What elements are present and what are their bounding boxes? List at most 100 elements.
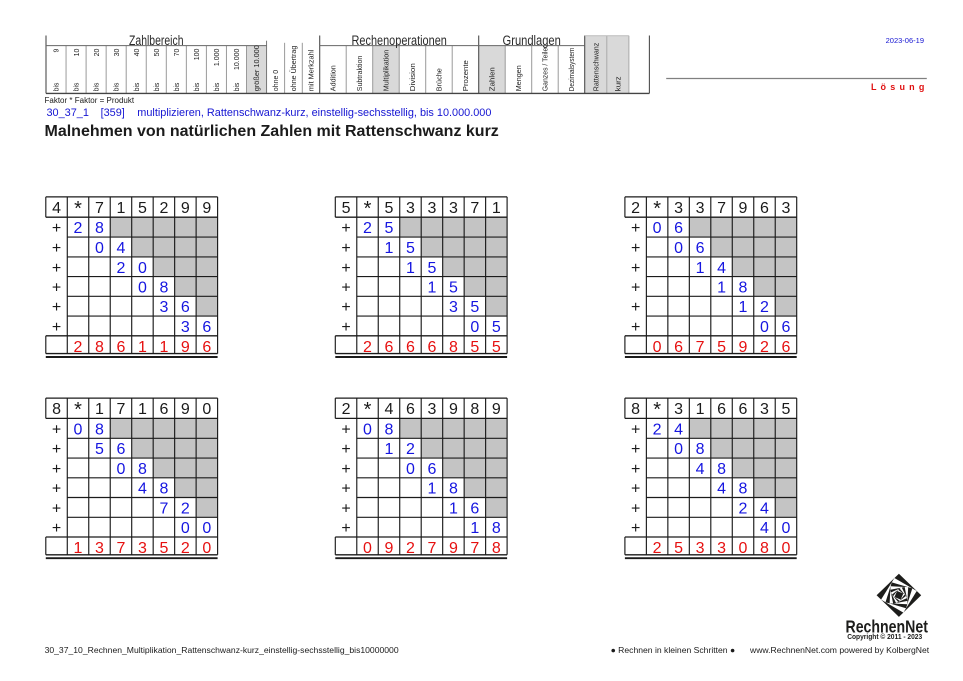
svg-text:1: 1 — [95, 401, 104, 418]
svg-text:+: + — [631, 520, 640, 537]
svg-text:2: 2 — [631, 200, 640, 217]
svg-text:0: 0 — [138, 260, 147, 277]
svg-text:1: 1 — [138, 339, 147, 356]
svg-text:+: + — [631, 421, 640, 438]
svg-text:+: + — [341, 240, 350, 257]
svg-text:+: + — [341, 441, 350, 458]
svg-text:+: + — [631, 220, 640, 237]
svg-text:5: 5 — [427, 260, 436, 277]
svg-text:4: 4 — [674, 421, 683, 438]
svg-text:5: 5 — [95, 441, 104, 458]
svg-text:6: 6 — [117, 339, 126, 356]
svg-text:3: 3 — [696, 200, 705, 217]
svg-text:2: 2 — [74, 220, 83, 237]
svg-text:8: 8 — [492, 540, 501, 557]
svg-text:5: 5 — [782, 401, 791, 418]
svg-text:Malnehmen von natürlichen Zahl: Malnehmen von natürlichen Zahlen mit Rat… — [45, 123, 499, 140]
svg-text:3: 3 — [95, 540, 104, 557]
svg-text:3: 3 — [406, 200, 415, 217]
svg-text:9: 9 — [181, 401, 190, 418]
svg-text:größer 10.000: größer 10.000 — [254, 45, 261, 91]
svg-text:+: + — [341, 260, 350, 277]
svg-text:2: 2 — [653, 540, 662, 557]
svg-text:4: 4 — [717, 260, 726, 277]
svg-text:6: 6 — [696, 240, 705, 257]
svg-text:0: 0 — [138, 280, 147, 297]
svg-text:L ö s u n g: L ö s u n g — [871, 82, 925, 92]
svg-text:1: 1 — [159, 339, 168, 356]
svg-text:0: 0 — [202, 540, 211, 557]
svg-text:0: 0 — [363, 540, 372, 557]
svg-text:Addition: Addition — [330, 65, 337, 91]
svg-text:3: 3 — [760, 401, 769, 418]
svg-text:8: 8 — [739, 481, 748, 498]
svg-text:40: 40 — [134, 49, 141, 57]
svg-text:0: 0 — [74, 421, 83, 438]
svg-text:7: 7 — [117, 540, 126, 557]
svg-text:0: 0 — [95, 240, 104, 257]
svg-text:*: * — [364, 198, 372, 220]
svg-text:2: 2 — [760, 299, 769, 316]
svg-text:+: + — [631, 319, 640, 336]
svg-text:Multiplikation: Multiplikation — [383, 50, 390, 92]
svg-text:6: 6 — [427, 461, 436, 478]
svg-text:+: + — [341, 280, 350, 297]
svg-text:9: 9 — [449, 401, 458, 418]
svg-text:0: 0 — [202, 401, 211, 418]
svg-text:+: + — [631, 481, 640, 498]
svg-text:8: 8 — [95, 421, 104, 438]
svg-text:0: 0 — [181, 520, 190, 537]
svg-text:9: 9 — [181, 200, 190, 217]
svg-text:0: 0 — [117, 461, 126, 478]
svg-text:3: 3 — [696, 540, 705, 557]
svg-text:9: 9 — [202, 200, 211, 217]
svg-text:8: 8 — [492, 520, 501, 537]
svg-text:multiplizieren, Rattenschwanz-: multiplizieren, Rattenschwanz-kurz, eins… — [137, 107, 491, 119]
svg-text:Rechenoperationen: Rechenoperationen — [352, 33, 447, 48]
svg-text:5: 5 — [406, 240, 415, 257]
svg-text:6: 6 — [406, 401, 415, 418]
svg-text:+: + — [631, 260, 640, 277]
svg-text:5: 5 — [470, 339, 479, 356]
svg-text:bis: bis — [234, 82, 241, 91]
svg-text:6: 6 — [385, 339, 394, 356]
svg-text:8: 8 — [95, 339, 104, 356]
svg-text:5: 5 — [492, 339, 501, 356]
svg-text:Prozente: Prozente — [463, 60, 470, 91]
svg-text:3: 3 — [674, 200, 683, 217]
svg-text:4: 4 — [117, 240, 126, 257]
svg-text:70: 70 — [174, 49, 181, 57]
svg-text:10.000: 10.000 — [234, 49, 241, 71]
svg-text:*: * — [74, 399, 82, 421]
svg-text:9: 9 — [54, 49, 61, 53]
svg-text:7: 7 — [717, 200, 726, 217]
svg-text:6: 6 — [717, 401, 726, 418]
svg-text:1: 1 — [696, 260, 705, 277]
svg-text:+: + — [52, 421, 61, 438]
svg-text:3: 3 — [674, 401, 683, 418]
svg-text:2: 2 — [74, 339, 83, 356]
svg-text:Rattenschwanz: Rattenschwanz — [593, 42, 600, 91]
svg-text:Zahlen: Zahlen — [489, 67, 496, 91]
svg-text:8: 8 — [159, 481, 168, 498]
svg-text:2: 2 — [181, 500, 190, 517]
svg-text:4: 4 — [52, 200, 61, 217]
svg-text:8: 8 — [449, 481, 458, 498]
svg-text:+: + — [341, 319, 350, 336]
svg-text:3: 3 — [181, 319, 190, 336]
svg-text:8: 8 — [760, 540, 769, 557]
svg-text:50: 50 — [154, 49, 161, 57]
svg-text:20: 20 — [94, 49, 101, 57]
svg-text:bis: bis — [134, 82, 141, 91]
svg-text:0: 0 — [782, 540, 791, 557]
svg-text:Subtraktion: Subtraktion — [357, 56, 364, 92]
svg-text:3: 3 — [427, 401, 436, 418]
svg-text:bis: bis — [54, 82, 61, 91]
svg-text:Ganzes / Teile: Ganzes / Teile — [542, 48, 549, 92]
svg-text:30: 30 — [114, 49, 121, 57]
svg-text:0: 0 — [739, 540, 748, 557]
svg-text:Copyright © 2011 - 2023: Copyright © 2011 - 2023 — [847, 633, 922, 641]
svg-text:Faktor * Faktor = Produkt: Faktor * Faktor = Produkt — [45, 96, 135, 105]
svg-text:3: 3 — [427, 200, 436, 217]
svg-text:6: 6 — [470, 500, 479, 517]
